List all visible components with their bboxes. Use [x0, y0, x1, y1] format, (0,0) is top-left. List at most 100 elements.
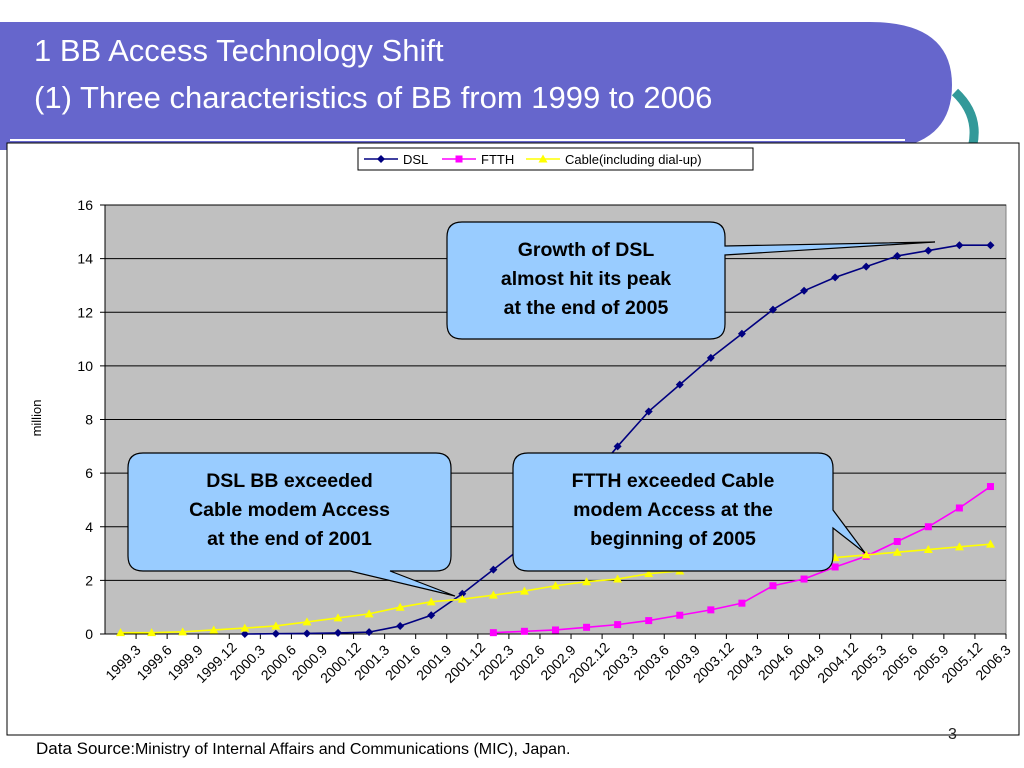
data-point-dsl [302, 629, 311, 638]
legend-label-cable: Cable(including dial-up) [565, 152, 702, 167]
callout-line: beginning of 2005 [590, 528, 756, 550]
data-point-dsl [675, 380, 684, 389]
data-point-cable [271, 621, 281, 630]
data-point-cable [644, 569, 654, 578]
data-point-dsl [800, 286, 809, 295]
callout-line: Growth of DSL [517, 239, 655, 261]
data-point-ftth [893, 537, 901, 545]
y-tick-label: 16 [77, 197, 93, 213]
data-source-separator: : [130, 741, 135, 758]
data-source-text: Ministry of Internal Affairs and Communi… [134, 741, 571, 758]
data-point-ftth [583, 623, 591, 631]
data-source-label: Data Source [36, 739, 131, 758]
data-point-cable [985, 539, 995, 548]
data-point-cable [333, 613, 343, 622]
data-point-ftth [738, 599, 746, 607]
data-point-dsl [737, 329, 746, 338]
data-point-ftth [645, 617, 653, 625]
data-point-ftth [707, 606, 715, 614]
data-point-dsl [955, 241, 964, 250]
callout-line: at the end of 2001 [207, 528, 372, 550]
data-point-dsl [334, 628, 343, 637]
data-point-cable [582, 577, 592, 586]
data-point-dsl [644, 407, 653, 416]
data-point-cable [488, 590, 498, 599]
data-point-dsl [489, 565, 498, 574]
data-point-cable [519, 586, 529, 595]
data-point-ftth [924, 523, 932, 531]
y-tick-label: 0 [85, 626, 93, 642]
y-tick-label: 4 [85, 519, 93, 535]
callout-line: almost hit its peak [500, 268, 672, 290]
data-point-ftth [614, 621, 622, 629]
data-point-dsl [768, 305, 777, 314]
data-point-dsl [862, 262, 871, 271]
y-tick-label: 10 [77, 358, 93, 374]
data-point-dsl [427, 611, 436, 620]
legend-label-ftth: FTTH [481, 152, 514, 167]
callout-dsl-cable-shape [127, 452, 456, 597]
data-point-ftth [831, 563, 839, 571]
data-point-dsl [365, 628, 374, 637]
data-point-dsl [271, 629, 280, 638]
callout-line: at the end of 2005 [503, 297, 669, 319]
data-point-ftth [769, 582, 777, 590]
legend-marker-dsl [377, 155, 385, 163]
data-point-cable [923, 545, 933, 554]
data-point-cable [147, 628, 157, 637]
legend-label-dsl: DSL [403, 152, 428, 167]
y-tick-label: 6 [85, 465, 93, 481]
data-point-dsl [613, 442, 622, 451]
y-tick-label: 12 [77, 304, 93, 320]
data-point-ftth [800, 575, 808, 583]
slide-title: 1 BB Access Technology Shift [34, 33, 444, 68]
data-point-cable [457, 594, 467, 603]
data-point-dsl [396, 621, 405, 630]
data-point-cable [116, 628, 126, 637]
data-point-cable [892, 547, 902, 556]
y-tick-label: 2 [85, 572, 93, 588]
data-point-dsl [240, 630, 249, 638]
data-point-cable [364, 609, 374, 618]
callout-dsl-peak: Growth of DSL almost hit its peak at the… [447, 236, 725, 323]
y-tick-label: 14 [77, 251, 93, 267]
data-point-dsl [831, 273, 840, 282]
callout-dsl-peak-shape [446, 221, 936, 340]
data-point-cable [240, 623, 250, 632]
data-point-dsl [893, 251, 902, 260]
data-point-ftth [986, 483, 994, 491]
callout-dsl-cable: DSL BB exceeded Cable modem Access at th… [128, 467, 451, 554]
data-point-cable [861, 550, 871, 559]
data-point-ftth [676, 611, 684, 619]
y-tick-label: 8 [85, 412, 93, 428]
legend: DSL FTTH Cable(including dial-up) [357, 147, 754, 171]
page-number: 3 [948, 726, 957, 743]
data-point-dsl [458, 589, 467, 598]
legend-marker-ftth [455, 155, 463, 163]
callout-ftth-cable-shape [512, 452, 866, 572]
callout-line: modem Access at the [573, 499, 773, 521]
data-point-cable [426, 597, 436, 606]
callout-line: Cable modem Access [189, 499, 390, 521]
data-source: Data Source:Ministry of Internal Affairs… [36, 739, 570, 759]
y-axis-label: million [29, 400, 44, 437]
legend-marker-cable [538, 154, 548, 163]
callout-ftth-cable: FTTH exceeded Cable modem Access at the … [513, 467, 833, 554]
data-point-cable [302, 617, 312, 626]
data-point-cable [551, 581, 560, 590]
callout-line: DSL BB exceeded [206, 470, 373, 492]
data-point-cable [395, 602, 405, 611]
header-banner [0, 22, 952, 150]
data-point-cable [178, 627, 188, 636]
data-point-dsl [924, 246, 933, 255]
data-point-ftth [489, 629, 497, 637]
slide-subtitle: (1) Three characteristics of BB from 199… [34, 80, 713, 115]
data-point-cable [613, 574, 623, 583]
data-point-dsl [706, 353, 715, 362]
data-point-dsl [986, 241, 995, 250]
callout-line: FTTH exceeded Cable [571, 470, 775, 492]
data-point-ftth [552, 626, 559, 634]
data-point-cable [954, 542, 964, 551]
data-point-ftth [520, 627, 528, 635]
